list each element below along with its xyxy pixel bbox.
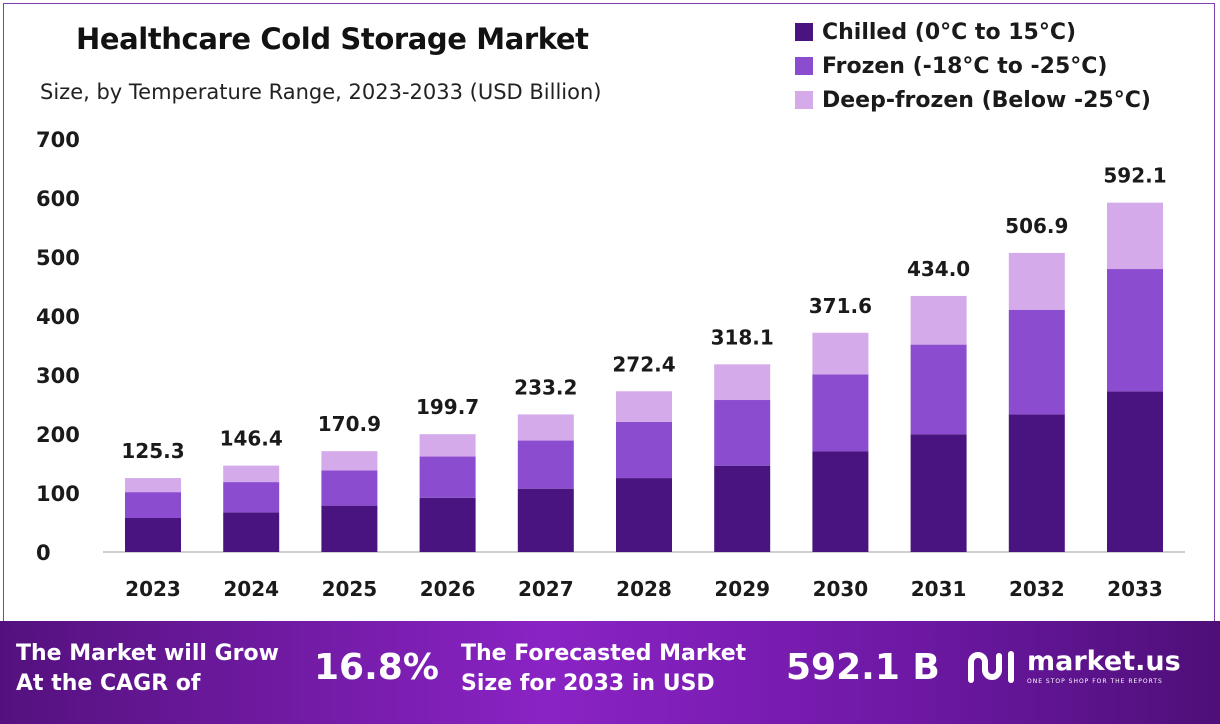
y-tick-label-400: 400 bbox=[36, 305, 80, 329]
bar-frozen-2027 bbox=[517, 440, 574, 489]
bar-deep_frozen-2031 bbox=[910, 295, 967, 345]
bar-deep_frozen-2033 bbox=[1107, 202, 1163, 270]
bar-chilled-2026 bbox=[419, 497, 476, 552]
total-label-2032: 506.9 bbox=[1005, 214, 1068, 238]
bar-deep_frozen-2023 bbox=[125, 478, 181, 493]
bar-frozen-2033 bbox=[1107, 269, 1163, 392]
y-tick-label-100: 100 bbox=[36, 482, 80, 506]
legend-item-chilled: Chilled (0°C to 15°C) bbox=[795, 15, 1151, 49]
x-tick-label-2024: 2024 bbox=[223, 577, 279, 601]
cagr-label: The Market will Grow At the CAGR of bbox=[16, 639, 279, 699]
total-label-2025: 170.9 bbox=[318, 412, 381, 436]
bar-deep_frozen-2027 bbox=[517, 414, 574, 441]
bar-frozen-2028 bbox=[616, 421, 672, 479]
chart-title: Healthcare Cold Storage Market bbox=[76, 22, 589, 56]
bar-chilled-2024 bbox=[223, 512, 280, 552]
forecast-label-line2: Size for 2033 in USD bbox=[461, 671, 715, 696]
brand-name: market.us bbox=[1027, 646, 1181, 677]
bar-frozen-2029 bbox=[714, 400, 771, 466]
bar-chilled-2033 bbox=[1107, 391, 1163, 552]
y-tick-label-500: 500 bbox=[36, 246, 80, 270]
total-label-2030: 371.6 bbox=[809, 294, 872, 318]
forecast-label: The Forecasted Market Size for 2033 in U… bbox=[461, 639, 746, 699]
total-label-2026: 199.7 bbox=[416, 395, 479, 419]
total-label-2024: 146.4 bbox=[220, 427, 283, 451]
bar-chilled-2027 bbox=[517, 488, 574, 552]
bar-deep_frozen-2029 bbox=[714, 364, 771, 401]
x-tick-label-2033: 2033 bbox=[1107, 577, 1163, 601]
total-label-2031: 434.0 bbox=[907, 257, 970, 281]
y-tick-label-600: 600 bbox=[36, 187, 80, 211]
x-tick-label-2027: 2027 bbox=[518, 577, 574, 601]
legend-label-deep-frozen: Deep-frozen (Below -25°C) bbox=[822, 87, 1151, 113]
bar-deep_frozen-2028 bbox=[616, 391, 672, 422]
legend-item-frozen: Frozen (-18°C to -25°C) bbox=[795, 49, 1151, 83]
bar-frozen-2032 bbox=[1008, 309, 1065, 415]
y-tick-label-0: 0 bbox=[36, 541, 51, 565]
bar-deep_frozen-2030 bbox=[812, 332, 869, 375]
bar-frozen-2024 bbox=[223, 482, 280, 513]
brand-tagline: ONE STOP SHOP FOR THE REPORTS bbox=[1027, 678, 1163, 685]
bar-frozen-2025 bbox=[321, 470, 378, 506]
x-tick-label-2032: 2032 bbox=[1009, 577, 1065, 601]
bar-chilled-2032 bbox=[1008, 414, 1065, 552]
total-label-2033: 592.1 bbox=[1103, 164, 1166, 188]
bar-deep_frozen-2032 bbox=[1008, 252, 1065, 310]
forecast-value: 592.1 B bbox=[786, 647, 940, 688]
bar-frozen-2026 bbox=[419, 456, 476, 498]
x-tick-label-2030: 2030 bbox=[813, 577, 869, 601]
bar-chilled-2031 bbox=[910, 434, 967, 552]
forecast-label-line1: The Forecasted Market bbox=[461, 641, 747, 666]
legend-swatch-chilled bbox=[795, 23, 813, 41]
legend-swatch-frozen bbox=[795, 57, 813, 75]
x-tick-label-2031: 2031 bbox=[911, 577, 967, 601]
x-tick-label-2023: 2023 bbox=[125, 577, 181, 601]
stacked-bar-chart: 0 100 200 300 400 500 600 700 125.3 2023 146.4 2024… bbox=[36, 128, 1185, 601]
cagr-value: 16.8% bbox=[314, 647, 439, 688]
brand-logo: market.us ONE STOP SHOP FOR THE REPORTS bbox=[965, 646, 1181, 686]
legend: Chilled (0°C to 15°C) Frozen (-18°C to -… bbox=[795, 15, 1151, 117]
chart-subtitle: Size, by Temperature Range, 2023-2033 (U… bbox=[40, 80, 602, 104]
y-tick-label-200: 200 bbox=[36, 423, 80, 447]
bar-chilled-2029 bbox=[714, 465, 771, 552]
bar-frozen-2030 bbox=[812, 374, 869, 452]
bar-chilled-2028 bbox=[616, 478, 672, 552]
y-tick-label-700: 700 bbox=[36, 128, 80, 152]
x-tick-label-2026: 2026 bbox=[420, 577, 476, 601]
legend-label-chilled: Chilled (0°C to 15°C) bbox=[822, 19, 1077, 45]
bar-deep_frozen-2024 bbox=[223, 465, 280, 483]
cagr-label-line1: The Market will Grow bbox=[16, 641, 279, 666]
bar-frozen-2023 bbox=[125, 492, 181, 519]
legend-swatch-deep-frozen bbox=[795, 91, 813, 109]
legend-item-deep-frozen: Deep-frozen (Below -25°C) bbox=[795, 83, 1151, 117]
bar-chilled-2025 bbox=[321, 505, 378, 552]
bar-chilled-2030 bbox=[812, 451, 869, 552]
cagr-label-line2: At the CAGR of bbox=[16, 671, 201, 696]
y-tick-label-300: 300 bbox=[36, 364, 80, 388]
bar-chilled-2023 bbox=[125, 518, 181, 552]
total-label-2023: 125.3 bbox=[121, 439, 184, 463]
bar-deep_frozen-2026 bbox=[419, 434, 476, 457]
total-label-2029: 318.1 bbox=[711, 325, 774, 349]
x-tick-label-2028: 2028 bbox=[616, 577, 672, 601]
bar-deep_frozen-2025 bbox=[321, 451, 378, 471]
total-label-2028: 272.4 bbox=[612, 352, 675, 376]
market-us-logo-icon bbox=[968, 651, 1014, 683]
legend-label-frozen: Frozen (-18°C to -25°C) bbox=[822, 53, 1108, 79]
footer-banner: The Market will Grow At the CAGR of 16.8… bbox=[0, 621, 1220, 724]
total-label-2027: 233.2 bbox=[514, 375, 577, 399]
x-tick-label-2025: 2025 bbox=[322, 577, 378, 601]
x-tick-label-2029: 2029 bbox=[714, 577, 770, 601]
bar-frozen-2031 bbox=[910, 344, 967, 435]
